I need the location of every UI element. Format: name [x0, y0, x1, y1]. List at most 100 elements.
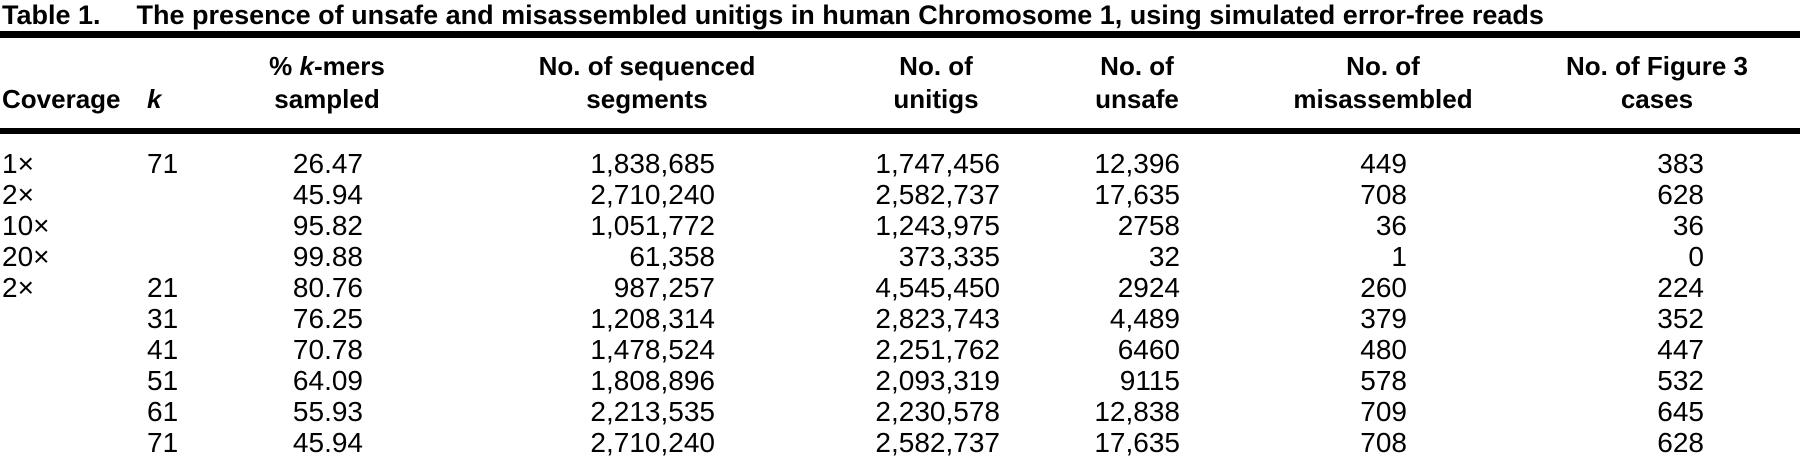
table-row: 71 45.94 2,710,240 2,582,737 17,635 708 628 — [0, 427, 1800, 458]
cell-coverage: 20× — [2, 241, 50, 272]
cell-coverage: 1× — [2, 148, 34, 179]
col-header-unitigs-line1: No. of — [899, 51, 973, 81]
cell-figure3-cases: 447 — [1657, 334, 1704, 365]
table-row: 20× 99.88 61,358 373,335 32 1 0 — [0, 241, 1800, 272]
table-row: 1× 71 26.47 1,838,685 1,747,456 12,396 449 383 — [0, 131, 1800, 179]
col-header-unsafe: No. of unsafe — [1022, 38, 1252, 131]
table-row: 10× 95.82 1,051,772 1,243,975 2758 36 36 — [0, 210, 1800, 241]
cell-kmers-sampled: 55.93 — [292, 396, 363, 427]
cell-kmers-sampled: 64.09 — [292, 365, 363, 396]
cell-kmers-sampled: 80.76 — [292, 272, 363, 303]
cell-k: 61 — [147, 396, 179, 427]
table-row: 2× 21 80.76 987,257 4,545,450 2924 260 224 — [0, 272, 1800, 303]
col-header-kmers-sampled: % k-mers sampled — [210, 38, 444, 131]
table-title-label: Table 1. — [2, 0, 101, 30]
cell-kmers-sampled: 76.25 — [292, 303, 363, 334]
cell-k: 71 — [147, 427, 179, 458]
cell-unsafe: 12,838 — [1094, 396, 1180, 427]
cell-unitigs: 2,823,743 — [875, 303, 1000, 334]
cell-unitigs: 1,243,975 — [875, 210, 1000, 241]
col-header-unsafe-line2: unsafe — [1095, 84, 1179, 114]
table-row: 51 64.09 1,808,896 2,093,319 9115 578 532 — [0, 365, 1800, 396]
cell-unsafe: 4,489 — [1109, 303, 1180, 334]
cell-figure3-cases: 352 — [1657, 303, 1704, 334]
cell-unsafe: 32 — [1148, 241, 1180, 272]
cell-coverage: 2× — [2, 179, 34, 210]
table-title: Table 1. The presence of unsafe and misas… — [0, 0, 1800, 31]
cell-k: 41 — [147, 334, 179, 365]
col-header-segments-line2: segments — [586, 84, 708, 114]
cell-unitigs: 2,582,737 — [875, 427, 1000, 458]
cell-misassembled: 36 — [1375, 210, 1407, 241]
cell-unitigs: 2,093,319 — [875, 365, 1000, 396]
col-header-coverage-label: Coverage — [2, 84, 121, 114]
col-header-unitigs-line2: unitigs — [893, 84, 979, 114]
cell-sequenced-segments: 987,257 — [613, 272, 715, 303]
header-row: Coverage k % k-mers sampled No. of sequen… — [0, 38, 1800, 131]
cell-misassembled: 1 — [1391, 241, 1407, 272]
cell-sequenced-segments: 1,051,772 — [590, 210, 715, 241]
cell-kmers-sampled: 26.47 — [292, 148, 363, 179]
cell-figure3-cases: 532 — [1657, 365, 1704, 396]
cell-misassembled: 260 — [1360, 272, 1407, 303]
cell-coverage — [0, 334, 135, 365]
cell-unitigs: 1,747,456 — [875, 148, 1000, 179]
cell-coverage — [0, 427, 135, 458]
cell-k — [135, 241, 210, 272]
cell-unitigs: 2,230,578 — [875, 396, 1000, 427]
top-rule — [0, 31, 1800, 38]
cell-sequenced-segments: 1,808,896 — [590, 365, 715, 396]
table-title-text: The presence of unsafe and misassembled … — [136, 0, 1544, 30]
col-header-kmers-line2: sampled — [274, 84, 380, 114]
cell-coverage — [0, 365, 135, 396]
col-header-unsafe-line1: No. of — [1100, 51, 1174, 81]
cell-figure3-cases: 36 — [1672, 210, 1704, 241]
cell-kmers-sampled: 70.78 — [292, 334, 363, 365]
cell-unitigs: 4,545,450 — [875, 272, 1000, 303]
cell-unitigs: 2,251,762 — [875, 334, 1000, 365]
cell-misassembled: 379 — [1360, 303, 1407, 334]
cell-unitigs: 2,582,737 — [875, 179, 1000, 210]
cell-figure3-cases: 224 — [1657, 272, 1704, 303]
cell-k: 31 — [147, 303, 179, 334]
cell-misassembled: 449 — [1360, 148, 1407, 179]
cell-figure3-cases: 628 — [1657, 179, 1704, 210]
col-header-figure3-line2: cases — [1620, 84, 1694, 114]
cell-coverage: 2× — [2, 272, 34, 303]
col-header-segments-line1: No. of sequenced — [538, 51, 756, 81]
cell-unitigs: 373,335 — [898, 241, 1000, 272]
cell-sequenced-segments: 2,710,240 — [590, 427, 715, 458]
data-table: Coverage k % k-mers sampled No. of sequen… — [0, 38, 1800, 458]
cell-sequenced-segments: 2,213,535 — [590, 396, 715, 427]
cell-sequenced-segments: 1,478,524 — [590, 334, 715, 365]
cell-sequenced-segments: 1,838,685 — [590, 148, 715, 179]
col-header-coverage: Coverage — [0, 38, 135, 131]
col-header-k: k — [135, 38, 210, 131]
table-row: 41 70.78 1,478,524 2,251,762 6460 480 447 — [0, 334, 1800, 365]
cell-figure3-cases: 628 — [1657, 427, 1704, 458]
col-header-kmers-italic-k: k — [299, 51, 314, 81]
cell-figure3-cases: 0 — [1688, 241, 1704, 272]
col-header-misassembled-line2: misassembled — [1293, 84, 1473, 114]
col-header-kmers-prefix: % — [269, 51, 300, 81]
col-header-kmers-suffix: -mers — [313, 51, 385, 81]
table-row: 2× 45.94 2,710,240 2,582,737 17,635 708 628 — [0, 179, 1800, 210]
cell-misassembled: 578 — [1360, 365, 1407, 396]
cell-k — [135, 179, 210, 210]
cell-misassembled: 708 — [1360, 179, 1407, 210]
col-header-misassembled: No. of misassembled — [1252, 38, 1514, 131]
cell-unsafe: 17,635 — [1094, 427, 1180, 458]
cell-unsafe: 2758 — [1117, 210, 1180, 241]
table-body: 1× 71 26.47 1,838,685 1,747,456 12,396 449 383 2… — [0, 131, 1800, 458]
cell-k: 21 — [147, 272, 179, 303]
cell-kmers-sampled: 95.82 — [292, 210, 363, 241]
cell-unsafe: 9115 — [1119, 365, 1180, 396]
table-header: Coverage k % k-mers sampled No. of sequen… — [0, 38, 1800, 131]
cell-kmers-sampled: 99.88 — [292, 241, 363, 272]
cell-coverage — [0, 396, 135, 427]
cell-kmers-sampled: 45.94 — [292, 179, 363, 210]
cell-unsafe: 17,635 — [1094, 179, 1180, 210]
cell-k: 71 — [147, 148, 179, 179]
table-row: 61 55.93 2,213,535 2,230,578 12,838 709 645 — [0, 396, 1800, 427]
